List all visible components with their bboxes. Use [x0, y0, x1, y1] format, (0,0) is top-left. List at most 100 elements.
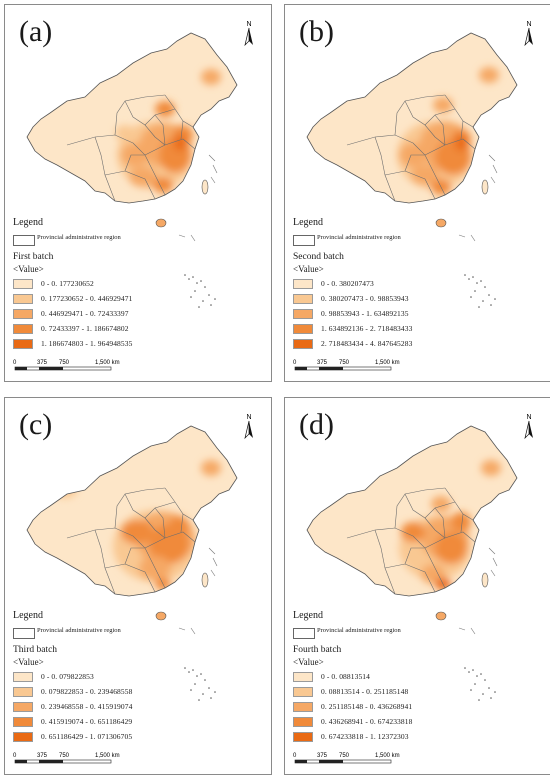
- coast-mark: [458, 234, 466, 238]
- legend-range: 1. 186674803 - 1. 964948535: [41, 339, 133, 348]
- scale-tick-label: 0: [13, 360, 17, 366]
- island-dot: [464, 274, 466, 276]
- country-outline: [26, 425, 238, 597]
- island-dot: [494, 691, 496, 693]
- province-border: [424, 531, 476, 549]
- provincial-swatch: [13, 235, 35, 246]
- scale-tick-label: 375: [37, 360, 48, 366]
- island-dot: [474, 683, 476, 685]
- batch-title: First batch: [13, 252, 54, 262]
- island-dot: [198, 699, 200, 701]
- island-dot: [468, 278, 470, 280]
- legend-swatch: [13, 687, 33, 697]
- legend-swatch: [293, 294, 313, 304]
- scale-tick-label: 750: [339, 753, 350, 759]
- taiwan-island: [201, 572, 209, 588]
- value-label: <Value>: [13, 657, 44, 667]
- density-hotspot: [481, 460, 501, 476]
- coast-mark: [190, 234, 196, 242]
- island-dot: [490, 697, 492, 699]
- provincial-swatch: [293, 628, 315, 639]
- legend-range: 0. 436268941 - 0. 674233818: [321, 717, 413, 726]
- island-dot: [184, 667, 186, 669]
- island-dot: [190, 296, 192, 298]
- province-border: [94, 136, 116, 202]
- provincial-label: Provincial administrative region: [317, 234, 401, 241]
- scale-tick-label: 1,500 km: [375, 360, 400, 366]
- legend-range: 0. 446929471 - 0. 72433397: [41, 309, 129, 318]
- provincial-swatch: [13, 628, 35, 639]
- province-border: [434, 507, 446, 539]
- island-dot: [194, 683, 196, 685]
- north-arrow-icon: N: [519, 412, 539, 442]
- panel-label: (d): [299, 408, 334, 441]
- legend-range: 0. 674233818 - 1. 12372303: [321, 732, 409, 741]
- batch-title: Fourth batch: [293, 645, 342, 655]
- island-dot: [184, 274, 186, 276]
- legend-swatch: [293, 324, 313, 334]
- province-border: [66, 527, 134, 539]
- island-dot: [198, 306, 200, 308]
- coast-mark: [492, 164, 498, 174]
- coast-mark: [492, 557, 498, 567]
- province-border: [144, 517, 166, 539]
- province-border: [434, 114, 446, 146]
- province-border: [384, 563, 436, 593]
- island-dot: [476, 282, 478, 284]
- legend-range: 0 - 0. 079822853: [41, 672, 94, 681]
- density-hotspot: [433, 97, 453, 113]
- island-dot: [188, 278, 190, 280]
- legend-swatch: [13, 672, 33, 682]
- province-border: [144, 138, 196, 156]
- province-border: [384, 170, 436, 200]
- province-border: [124, 547, 145, 565]
- coast-mark: [178, 627, 186, 631]
- province-border: [144, 531, 196, 549]
- island-dot: [478, 306, 480, 308]
- legend-swatch: [293, 702, 313, 712]
- scale-tick-label: 375: [37, 753, 48, 759]
- island-dot: [214, 691, 216, 693]
- island-dot: [196, 282, 198, 284]
- coast-mark: [470, 627, 476, 635]
- province-border: [374, 136, 396, 202]
- island-dot: [214, 298, 216, 300]
- province-border: [346, 527, 414, 539]
- province-border: [412, 535, 446, 589]
- coast-mark: [212, 557, 218, 567]
- country-outline: [26, 32, 238, 204]
- legend-range: 0. 177230652 - 0. 446929471: [41, 294, 133, 303]
- scale-tick-label: 0: [293, 753, 297, 759]
- island-dot: [210, 697, 212, 699]
- island-dot: [190, 689, 192, 691]
- island-dot: [488, 294, 490, 296]
- province-border: [346, 134, 414, 146]
- province-border: [374, 529, 396, 595]
- island-dot: [200, 673, 202, 675]
- legend-range: 0. 079822853 - 0. 239468558: [41, 687, 133, 696]
- coast-mark: [488, 547, 496, 555]
- taiwan-island: [481, 572, 489, 588]
- island-dot: [484, 286, 486, 288]
- scale-tick-label: 750: [59, 753, 70, 759]
- taiwan-island: [201, 179, 209, 195]
- density-hotspot: [451, 512, 471, 532]
- island-dot: [204, 679, 206, 681]
- scale-tick-label: 375: [317, 753, 328, 759]
- density-hotspot: [174, 135, 186, 151]
- hainan-island: [155, 611, 167, 621]
- island-dot: [494, 298, 496, 300]
- legend-swatch: [293, 717, 313, 727]
- legend-range: 0. 72433397 - 1. 186674802: [41, 324, 129, 333]
- province-border: [424, 517, 446, 539]
- coast-mark: [490, 176, 496, 184]
- scale-tick-label: 0: [13, 753, 17, 759]
- legend-swatch: [293, 687, 313, 697]
- provincial-label: Provincial administrative region: [37, 234, 121, 241]
- island-dot: [474, 290, 476, 292]
- country-outline: [306, 425, 518, 597]
- map-panel-c: (c) N Legend Provincial administrative regi…: [4, 397, 272, 775]
- density-hotspot: [479, 67, 499, 83]
- legend-range: 2. 718483434 - 4. 847645283: [321, 339, 413, 348]
- island-dot: [480, 673, 482, 675]
